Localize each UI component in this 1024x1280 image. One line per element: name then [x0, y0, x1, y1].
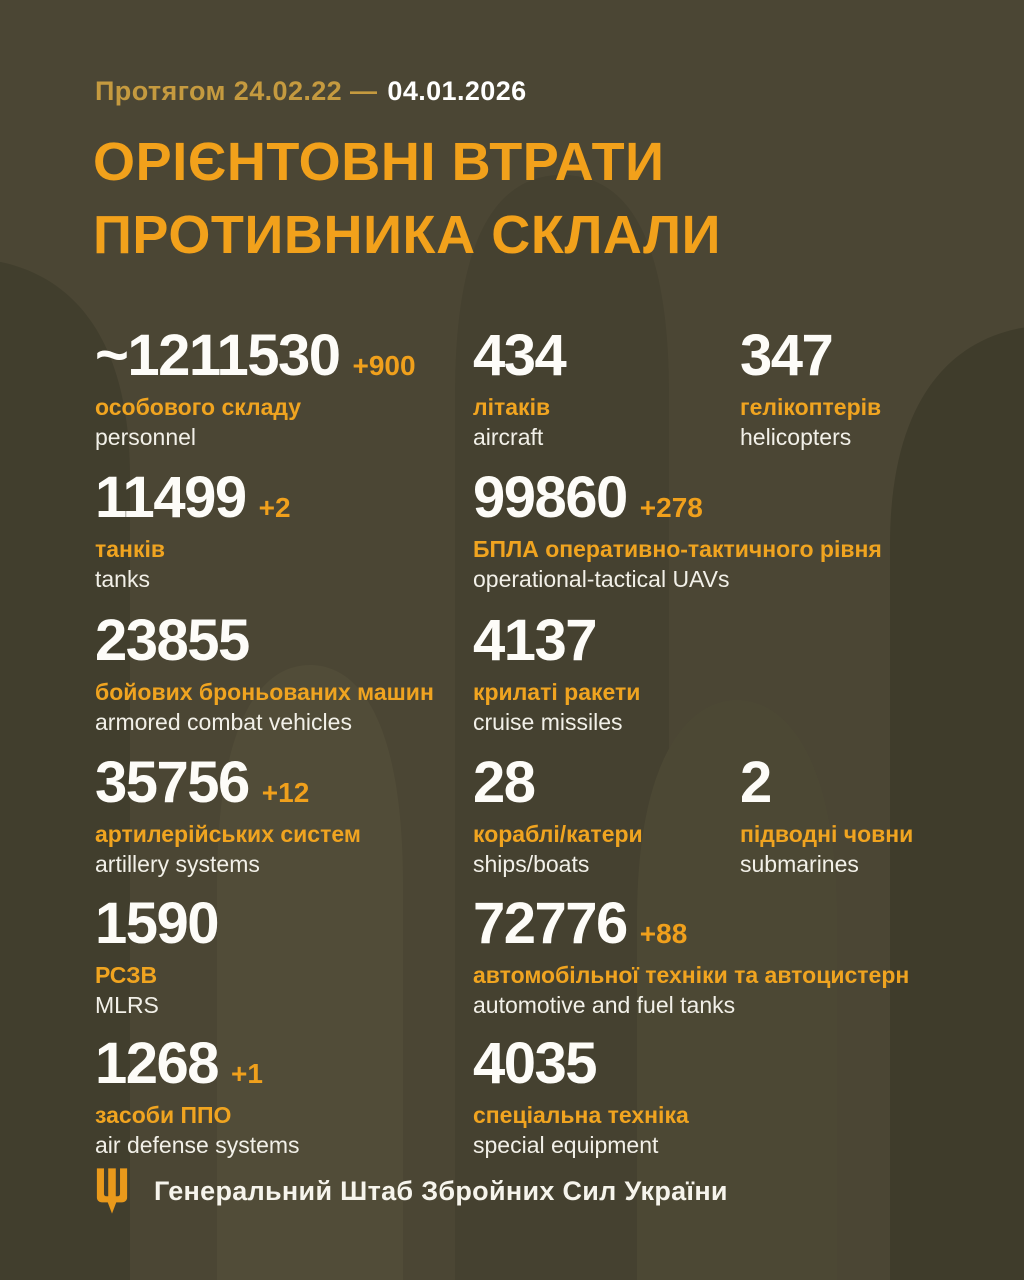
stat-label-ua: літаків — [473, 394, 551, 420]
stat-label-en: tanks — [95, 566, 150, 592]
stat-label-ua: автомобільної техніки та автоцистерн — [473, 962, 910, 988]
stat-label-en: MLRS — [95, 992, 159, 1018]
stat-tanks: 11499 +2 танків tanks — [95, 467, 291, 593]
stat-mlrs: 1590 РСЗВ MLRS — [95, 891, 220, 1019]
stat-label-ua: особового складу — [95, 394, 302, 420]
stat-special-equipment: 4035 спеціальна техніка special equipmen… — [473, 1033, 689, 1159]
stat-artillery: 35756 +12 артилерійських систем artillery… — [95, 752, 361, 878]
stat-delta: +2 — [258, 492, 291, 523]
stat-value: 1268 — [95, 1031, 220, 1096]
stat-label-en: cruise missiles — [473, 709, 623, 735]
stat-label-en: ships/boats — [473, 851, 590, 877]
stat-label-ua: крилаті ракети — [473, 679, 641, 705]
period-line: Протягом 24.02.22 — 04.01.2026 — [95, 76, 527, 107]
stat-value: 11499 — [95, 465, 247, 530]
stat-label-en: submarines — [740, 851, 859, 877]
stat-vehicles-fuel-tanks: 72776 +88 автомобільної техніки та автоци… — [473, 893, 909, 1019]
stat-label-ua: гелікоптерів — [740, 394, 882, 420]
stat-ships: 28 кораблі/катери ships/boats — [473, 752, 643, 878]
stat-armored-vehicles: 23855 бойових броньованих машин armored … — [95, 610, 434, 736]
stat-label-ua: підводні човни — [740, 821, 914, 847]
stat-air-defense: 1268 +1 засоби ППО air defense systems — [95, 1033, 300, 1159]
stat-value: ~1211530 — [95, 323, 341, 388]
stat-label-en: armored combat vehicles — [95, 709, 352, 735]
stat-label-ua: танків — [95, 536, 165, 562]
stat-helicopters: 347 гелікоптерів helicopters — [740, 325, 881, 451]
stat-delta: +12 — [261, 777, 310, 808]
stat-value: 35756 — [95, 750, 250, 815]
stat-label-ua: РСЗВ — [95, 962, 158, 988]
stat-value: 99860 — [473, 465, 628, 530]
stat-value: 1590 — [95, 891, 220, 956]
stat-label-en: helicopters — [740, 424, 852, 450]
stat-uavs: 99860 +278 БПЛА оперативно-тактичного рів… — [473, 467, 882, 593]
stat-label-en: operational-tactical UAVs — [473, 566, 730, 592]
stat-label-en: aircraft — [473, 424, 544, 450]
stat-label-ua: БПЛА оперативно-тактичного рівня — [473, 536, 882, 562]
stat-value: 23855 — [95, 608, 250, 673]
stat-value: 434 — [473, 323, 567, 388]
stat-label-en: special equipment — [473, 1132, 659, 1158]
stat-personnel: ~1211530 +900 особового складу personnel — [95, 325, 416, 451]
stat-label-ua: артилерійських систем — [95, 821, 361, 847]
source-footer: Генеральний Штаб Збройних Сил України — [95, 1168, 728, 1214]
stat-label-en: personnel — [95, 424, 197, 450]
stat-label-ua: спеціальна техніка — [473, 1102, 689, 1128]
stat-value: 28 — [473, 750, 536, 815]
stat-delta: +900 — [352, 350, 416, 381]
stat-delta: +88 — [639, 918, 688, 949]
stat-value: 2 — [740, 750, 772, 815]
stat-value: 4137 — [473, 608, 598, 673]
stat-label-ua: кораблі/катери — [473, 821, 643, 847]
stat-value: 4035 — [473, 1031, 598, 1096]
stat-submarines: 2 підводні човни submarines — [740, 752, 913, 878]
stat-label-ua: засоби ППО — [95, 1102, 232, 1128]
stat-aircraft: 434 літаків aircraft — [473, 323, 567, 451]
source-text: Генеральний Штаб Збройних Сил України — [154, 1175, 728, 1206]
period-current-date: 04.01.2026 — [387, 76, 527, 106]
stat-label-ua: бойових броньованих машин — [95, 679, 434, 705]
page-title-line2: ПРОТИВНИКА СКЛАЛИ — [93, 205, 722, 265]
stat-value: 72776 — [473, 891, 628, 956]
page-title: ОРІЄНТОВНІ ВТРАТИ ПРОТИВНИКА СКЛАЛИ — [93, 126, 721, 272]
stat-label-en: artillery systems — [95, 851, 260, 877]
stat-delta: +278 — [639, 492, 703, 523]
stat-label-en: automotive and fuel tanks — [473, 992, 736, 1018]
stat-delta: +1 — [231, 1058, 263, 1089]
stat-label-en: air defense systems — [95, 1132, 300, 1158]
trident-icon — [96, 1168, 128, 1214]
page-title-line1: ОРІЄНТОВНІ ВТРАТИ — [93, 132, 665, 192]
stat-value: 347 — [740, 323, 834, 388]
stat-cruise-missiles: 4137 крилаті ракети cruise missiles — [473, 610, 640, 736]
period-prefix: Протягом 24.02.22 — — [95, 76, 378, 106]
